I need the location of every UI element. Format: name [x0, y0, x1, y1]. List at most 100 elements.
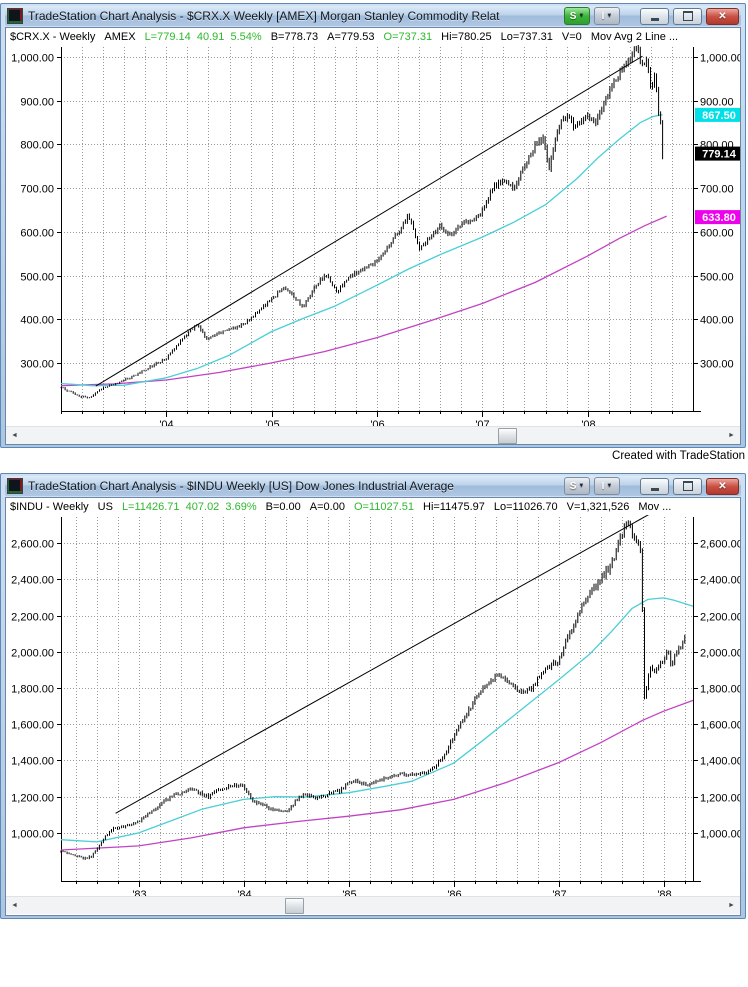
high-label: Hi=780.25: [441, 31, 492, 43]
minimize-button[interactable]: [640, 7, 669, 25]
horizontal-scrollbar[interactable]: ◄ ►: [6, 426, 740, 444]
y-axis-label: 300.00: [20, 359, 54, 371]
y-axis-label: 2,000.00: [11, 648, 54, 660]
weekly-price-bars: [60, 45, 664, 399]
minimize-icon: [650, 487, 659, 491]
x-axis-label: '04: [159, 419, 173, 426]
tradestation-app-icon: [7, 478, 23, 494]
window-indu: TradeStation Chart Analysis - $INDU Week…: [0, 473, 746, 919]
y-axis-label: 1,600.00: [700, 720, 741, 732]
chevron-down-icon: ▼: [606, 483, 613, 489]
window-title: TradeStation Chart Analysis - $CRX.X Wee…: [28, 9, 500, 23]
plot-border: [61, 47, 701, 412]
y-axis-label: 2,200.00: [700, 612, 741, 624]
exchange-label: US: [97, 501, 113, 513]
titlebar-buttons: S ▼ I ▼ ✕: [564, 7, 739, 25]
x-axis: '83 '84 '85 '86 '87 '88: [76, 881, 686, 896]
interval-dropdown-button[interactable]: I ▼: [594, 7, 620, 25]
symbol-button-label: S: [569, 480, 577, 492]
y-axis-label: 2,000.00: [700, 648, 741, 660]
horizontal-scrollbar[interactable]: ◄ ►: [6, 896, 740, 914]
svg-text:867.50: 867.50: [702, 110, 736, 122]
chevron-down-icon: ▼: [578, 483, 585, 489]
y-axis-label: 600.00: [700, 228, 734, 240]
scroll-left-arrow[interactable]: ◄: [11, 432, 18, 439]
interval-button-label: I: [601, 10, 605, 22]
chart-window-content: $INDU - Weekly US L=11426.71 407.02 3.69…: [5, 497, 741, 916]
x-axis-label: '05: [265, 419, 279, 426]
trendline[interactable]: [95, 55, 643, 387]
y-axis-label: 1,200.00: [11, 793, 54, 805]
window-title: TradeStation Chart Analysis - $INDU Week…: [28, 479, 454, 493]
restore-button[interactable]: [673, 477, 702, 495]
low-label: Lo=11026.70: [493, 501, 558, 513]
y-axis-label: 1,400.00: [700, 756, 741, 768]
open-label: O=737.31: [383, 31, 433, 43]
close-button[interactable]: ✕: [706, 477, 739, 495]
y-axis-label: 300.00: [700, 359, 734, 371]
study-label: Mov Avg 2 Line ...: [590, 31, 679, 43]
moving-average-slow-line: [60, 215, 667, 387]
trendline[interactable]: [115, 515, 649, 814]
weekly-price-bars: [60, 520, 686, 860]
titlebar-buttons: S ▼ I ▼ ✕: [564, 477, 739, 495]
moving-average-slow-line: [60, 699, 694, 851]
window-crx: TradeStation Chart Analysis - $CRX.X Wee…: [0, 3, 746, 448]
x-axis-label: '83: [132, 889, 146, 896]
interval-dropdown-button[interactable]: I ▼: [594, 477, 620, 495]
minimize-button[interactable]: [640, 477, 669, 495]
low-label: Lo=737.31: [500, 31, 553, 43]
x-axis-label: '06: [370, 419, 384, 426]
y-axis-label: 800.00: [20, 140, 54, 152]
x-axis-label: '08: [581, 419, 595, 426]
y-axis-label: 1,200.00: [700, 793, 741, 805]
y-axis-label: 1,000.00: [11, 53, 54, 65]
titlebar-crx[interactable]: TradeStation Chart Analysis - $CRX.X Wee…: [5, 6, 741, 26]
symbol-button-label: S: [569, 10, 577, 22]
y-axis-label: 2,400.00: [700, 575, 741, 587]
y-axis-label: 1,000.00: [700, 53, 741, 65]
volume-label: V=1,321,526: [566, 501, 630, 513]
restore-icon: [682, 481, 693, 491]
close-button[interactable]: ✕: [706, 7, 739, 25]
plot-border: [61, 517, 701, 882]
volume-label: V=0: [561, 31, 582, 43]
scrollbar-thumb[interactable]: [497, 428, 517, 444]
y-axis-label: 2,600.00: [700, 539, 741, 551]
restore-button[interactable]: [673, 7, 702, 25]
scroll-left-arrow[interactable]: ◄: [11, 902, 18, 909]
y-axis-label: 1,800.00: [700, 684, 741, 696]
symbol-label: $INDU - Weekly: [10, 501, 89, 513]
scrollbar-thumb[interactable]: [284, 898, 304, 914]
y-axis-label: 1,000.00: [700, 829, 741, 841]
y-axis-label: 700.00: [20, 184, 54, 196]
indu-chart-canvas[interactable]: 2,600.00 2,600.00 2,400.00 2,400.00 2,200.00…: [6, 515, 741, 896]
titlebar-indu[interactable]: TradeStation Chart Analysis - $INDU Week…: [5, 476, 741, 496]
y-axis-label: 500.00: [700, 272, 734, 284]
close-icon: ✕: [718, 480, 727, 492]
bid-label: B=778.73: [270, 31, 319, 43]
last-price-label: L=779.14 40.91 5.54%: [144, 31, 262, 43]
interval-button-label: I: [601, 480, 605, 492]
symbol-dropdown-button[interactable]: S ▼: [564, 477, 590, 495]
x-axis-label: '85: [342, 889, 356, 896]
chevron-down-icon: ▼: [606, 13, 613, 19]
x-axis-label: '87: [552, 889, 566, 896]
restore-icon: [682, 11, 693, 21]
y-axis-label: 2,400.00: [11, 575, 54, 587]
y-axis-label: 900.00: [700, 97, 734, 109]
scroll-right-arrow[interactable]: ►: [728, 432, 735, 439]
chart-window-content: $CRX.X - Weekly AMEX L=779.14 40.91 5.54…: [5, 27, 741, 445]
study-label: Mov ...: [638, 501, 672, 513]
bid-label: B=0.00: [265, 501, 301, 513]
y-axis-label: 700.00: [700, 184, 734, 196]
scroll-right-arrow[interactable]: ►: [728, 902, 735, 909]
minimize-icon: [650, 17, 659, 21]
y-axis-label: 1,000.00: [11, 829, 54, 841]
y-axis-label: 400.00: [20, 315, 54, 327]
gridlines: [61, 47, 693, 411]
symbol-dropdown-button[interactable]: S ▼: [564, 7, 590, 25]
ask-label: A=779.53: [327, 31, 375, 43]
